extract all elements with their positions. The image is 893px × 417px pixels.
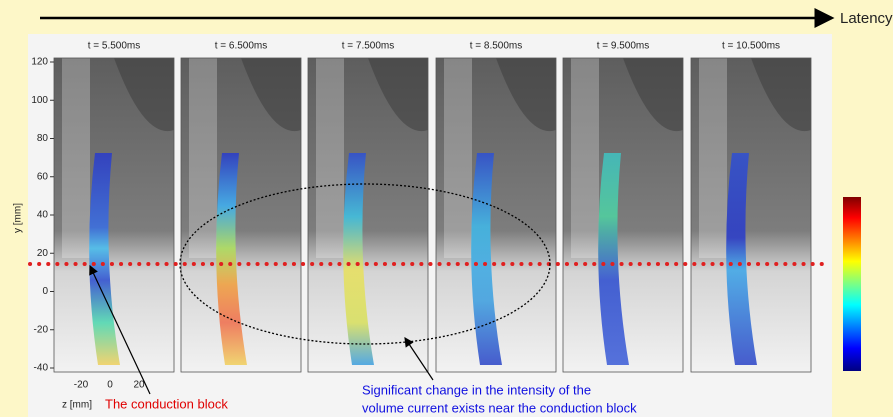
panel: t = 8.500ms [436, 41, 556, 372]
panel-title: t = 9.500ms [597, 41, 650, 52]
x-axis-label: z [mm] [62, 400, 92, 411]
y-tick-label: 20 [37, 248, 49, 259]
spine-shadow [189, 58, 217, 258]
panel-title: t = 10.500ms [722, 41, 780, 52]
y-tick-label: 80 [37, 133, 49, 144]
panel-title: t = 6.500ms [215, 41, 268, 52]
x-tick-label: 0 [107, 380, 113, 391]
panel-title: t = 5.500ms [88, 41, 141, 52]
panel-title: t = 8.500ms [470, 41, 523, 52]
y-axis-label: y [mm] [13, 203, 24, 233]
change-note-line2: volume current exists near the conductio… [362, 400, 637, 415]
change-note-line1: Significant change in the intensity of t… [362, 382, 591, 397]
spine-shadow [62, 58, 90, 258]
conduction-block-note: The conduction block [105, 396, 228, 411]
y-tick-label: -40 [34, 363, 49, 374]
panel: t = 9.500ms [563, 41, 683, 372]
panel: t = 6.500ms [181, 41, 301, 372]
x-ticks: -20 0 20 [74, 380, 145, 391]
panel: t = 5.500ms [54, 41, 174, 372]
x-tick-label: -20 [74, 380, 89, 391]
spine-shadow [699, 58, 727, 258]
spine-shadow [571, 58, 599, 258]
y-tick-label: -20 [34, 324, 49, 335]
spine-shadow [444, 58, 472, 258]
y-tick-label: 40 [37, 210, 49, 221]
y-tick-label: 100 [31, 95, 48, 106]
latency-label: Latency [840, 10, 893, 27]
y-tick-label: 0 [42, 286, 48, 297]
spine-shadow [316, 58, 344, 258]
y-tick-label: 60 [37, 171, 49, 182]
x-tick-label: 20 [133, 380, 145, 391]
panel: t = 7.500ms [308, 41, 428, 372]
panel-title: t = 7.500ms [342, 41, 395, 52]
colorbar [843, 197, 861, 371]
y-tick-label: 120 [31, 57, 48, 68]
figure: Latency y [mm] t = 5.500ms t = 6.500ms t =… [0, 0, 893, 417]
panel: t = 10.500ms [691, 41, 811, 372]
